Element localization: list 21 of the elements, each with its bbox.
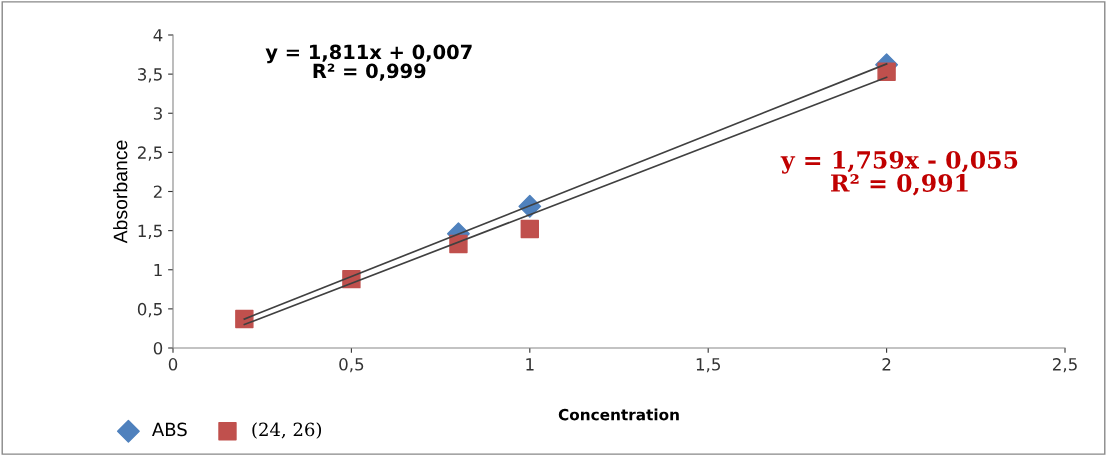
annotation: y = 1,759x - 0,055 R² = 0,991 <box>780 150 1018 196</box>
x-tick-label: 1 <box>526 358 534 371</box>
x-tick-label: 0 <box>168 358 178 371</box>
y-tick-label: 0,5 <box>137 302 162 318</box>
x-tick-label: 1,5 <box>696 358 720 373</box>
annotation: y = 1,811x + 0,007 R² = 0,999 <box>265 44 472 81</box>
y-tick-label: 1,5 <box>138 224 162 239</box>
x-tick-label: 0,5 <box>339 358 364 373</box>
y-tick-label: 1 <box>154 263 162 277</box>
y-tick-label: 3 <box>153 107 162 120</box>
y-axis-title: Absorbance <box>113 140 128 244</box>
y-tick-label: 2,5 <box>137 146 162 161</box>
y-tick-label: 4 <box>153 29 163 42</box>
x-axis-title: Concentration <box>558 408 679 421</box>
legend-label: (24, 26) <box>252 422 322 439</box>
x-tick-label: 2 <box>882 358 891 371</box>
y-tick-label: 3,5 <box>138 68 162 83</box>
y-tick-label: 0 <box>153 341 163 355</box>
legend-label: ABS <box>152 422 187 437</box>
y-tick-label: 2 <box>153 185 162 198</box>
x-tick-label: 2,5 <box>1052 358 1077 373</box>
